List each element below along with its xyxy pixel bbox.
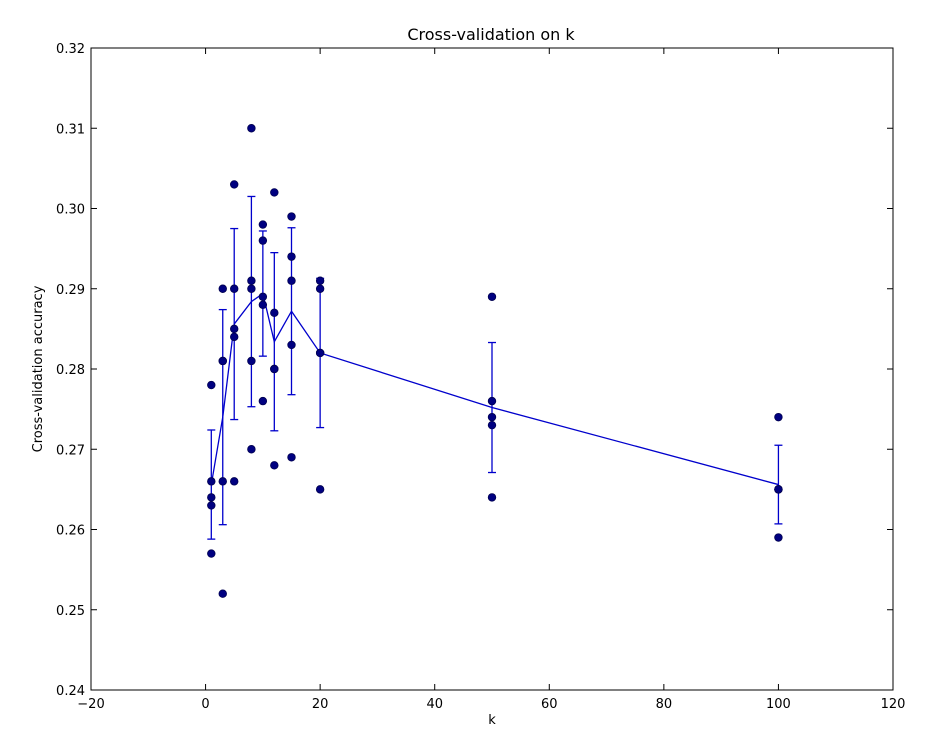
x-tick-label: 60 [541,697,558,712]
x-tick-label: −20 [77,697,104,712]
data-point [258,292,268,301]
y-tick-label: 0.25 [56,604,85,619]
data-point [258,396,268,406]
data-point [247,356,256,366]
data-point [287,340,296,350]
x-tick-label: 100 [766,697,791,712]
data-point [207,477,216,486]
y-axis: 0.24 0.25 0.26 0.27 0.28 0.29 0.30 0.31 0.32 [56,42,893,699]
data-point [774,485,783,494]
y-axis-label: Cross-validation accuracy [31,285,46,452]
data-point [287,453,296,462]
data-point [774,533,783,542]
data-point [258,220,268,229]
data-point [270,188,279,197]
x-tick-label: 40 [426,697,443,712]
error-bars [207,195,783,540]
data-point [487,292,497,301]
x-tick-label: 120 [881,697,906,712]
data-point [487,493,497,502]
data-point [487,420,497,430]
mean-accuracy-line [210,292,779,486]
data-point [207,493,216,502]
data-point [315,348,325,358]
data-point [207,501,216,510]
data-point [218,356,227,366]
data-point [774,412,783,422]
y-tick-label: 0.28 [56,363,85,378]
data-point [287,276,296,285]
data-point [218,477,227,486]
data-point [315,485,325,494]
data-point [218,284,227,293]
data-point [487,396,497,406]
chart-title: Cross-validation on k [407,25,575,44]
data-point [207,549,216,558]
data-point [287,212,296,221]
data-point [315,276,325,285]
data-point [230,477,239,486]
data-point [258,300,268,309]
x-tick-label: 0 [201,697,209,712]
data-point [247,276,256,285]
data-points [207,124,783,598]
data-point [270,308,279,318]
plot-area: −20 0 20 40 60 80 100 120 0.240.250.260.270.280… [56,42,905,712]
data-point [315,284,325,293]
x-tick-label: 20 [312,697,329,712]
y-tick-label: 0.30 [56,203,85,218]
data-point [487,412,497,422]
y-tick-label: 0.31 [56,122,85,137]
data-point [247,445,256,454]
data-point [287,252,296,261]
data-point [270,364,279,374]
data-point [270,461,279,470]
x-tick-label: 80 [656,697,673,712]
y-tick-label: 0.26 [56,524,85,539]
y-tick-label: 0.29 [56,283,85,298]
data-point [230,180,239,189]
data-point [218,589,227,598]
data-point [247,284,256,293]
y-tick-label: 0.24 [56,684,85,699]
data-point [230,324,239,334]
y-tick-label: 0.27 [56,443,85,458]
data-point [247,124,256,133]
data-point [207,380,216,390]
data-point [230,284,239,293]
x-axis: −20 0 20 40 60 80 100 120 [77,48,905,712]
x-axis-label: k [488,713,496,728]
y-tick-label: 0.32 [56,42,85,57]
data-point [258,236,268,245]
data-point [230,332,239,342]
